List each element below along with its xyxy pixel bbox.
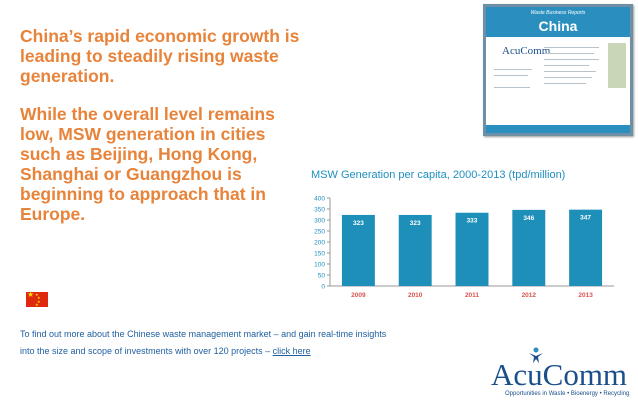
report-thumbnail-title: China <box>538 18 578 34</box>
thumbnail-text-line <box>544 77 592 78</box>
y-tick-label: 50 <box>318 273 326 280</box>
thumbnail-text-line <box>544 83 586 84</box>
thumbnail-text-line <box>544 59 599 60</box>
flag-star-icon: ★ <box>37 295 41 300</box>
x-tick-label: 2009 <box>351 292 366 299</box>
x-tick-label: 2010 <box>408 292 423 299</box>
china-flag-icon: ★ ★ ★ ★ ★ <box>26 290 48 307</box>
report-thumbnail-logo: AcuComm <box>502 45 551 57</box>
report-thumbnail-header: Waste Business Reports China <box>486 7 630 37</box>
headline-growth: China’s rapid economic growth is leading… <box>20 26 300 86</box>
flag-star-icon: ★ <box>37 299 41 304</box>
bar-value-label: 346 <box>523 215 534 222</box>
thumbnail-text-line <box>494 87 530 88</box>
flag-star-icon: ★ <box>27 290 35 299</box>
acucomm-logo: AcuComm Opportunities in Waste • Bioener… <box>483 347 631 402</box>
y-tick-label: 250 <box>314 229 325 236</box>
thumbnail-map-image <box>608 43 626 88</box>
y-tick-label: 400 <box>314 196 325 203</box>
thumbnail-text-line <box>494 75 528 76</box>
footer-line-2: into the size and scope of investments w… <box>20 343 460 360</box>
bar <box>341 214 375 286</box>
thumbnail-text-line <box>544 71 596 72</box>
acucomm-figure-icon <box>529 347 543 363</box>
acucomm-logo-word: AcuComm <box>491 357 628 392</box>
y-tick-label: 300 <box>314 218 325 225</box>
report-thumbnail-page: Waste Business Reports China AcuComm <box>486 7 630 133</box>
x-tick-label: 2011 <box>465 292 479 299</box>
bar-value-label: 347 <box>580 215 591 222</box>
report-thumbnail-caption: Waste Business Reports <box>530 10 586 16</box>
bar-value-label: 323 <box>353 220 364 227</box>
y-tick-label: 0 <box>321 284 325 291</box>
bar-value-label: 323 <box>410 220 421 227</box>
thumbnail-text-line <box>544 47 599 48</box>
click-here-link[interactable]: click here <box>272 346 311 356</box>
thumbnail-text-line <box>494 69 532 70</box>
footer-line-2-text: into the size and scope of investments w… <box>20 346 273 356</box>
thumbnail-text-line <box>544 53 594 54</box>
footer-line-1: To find out more about the Chinese waste… <box>20 329 387 339</box>
y-tick-label: 350 <box>314 207 325 214</box>
x-tick-label: 2012 <box>522 292 537 299</box>
report-thumbnail-footer <box>486 125 630 133</box>
headline-msw-comparison: While the overall level remains low, MSW… <box>20 104 275 224</box>
bar-value-label: 333 <box>467 218 478 225</box>
chart-title: MSW Generation per capita, 2000-2013 (tp… <box>311 169 566 181</box>
x-tick-label: 2013 <box>578 292 593 299</box>
footer-text: To find out more about the Chinese waste… <box>20 326 460 360</box>
y-tick-label: 100 <box>314 262 325 269</box>
report-thumbnail[interactable]: Waste Business Reports China AcuComm <box>483 4 633 136</box>
thumbnail-text-line <box>544 65 589 66</box>
bar <box>512 209 546 286</box>
acucomm-tagline: Opportunities in Waste • Bioenergy • Rec… <box>505 391 630 397</box>
flag-star-icon: ★ <box>35 302 39 307</box>
flag-star-icon: ★ <box>35 292 39 297</box>
bar <box>569 209 603 286</box>
msw-bar-chart: 0 50 100 150 200 250 300 350 400 323 2009 323 2010 33… <box>314 196 614 299</box>
y-tick-label: 150 <box>314 251 325 258</box>
bar <box>455 212 489 286</box>
y-tick-label: 200 <box>314 240 325 247</box>
bar <box>398 214 432 286</box>
